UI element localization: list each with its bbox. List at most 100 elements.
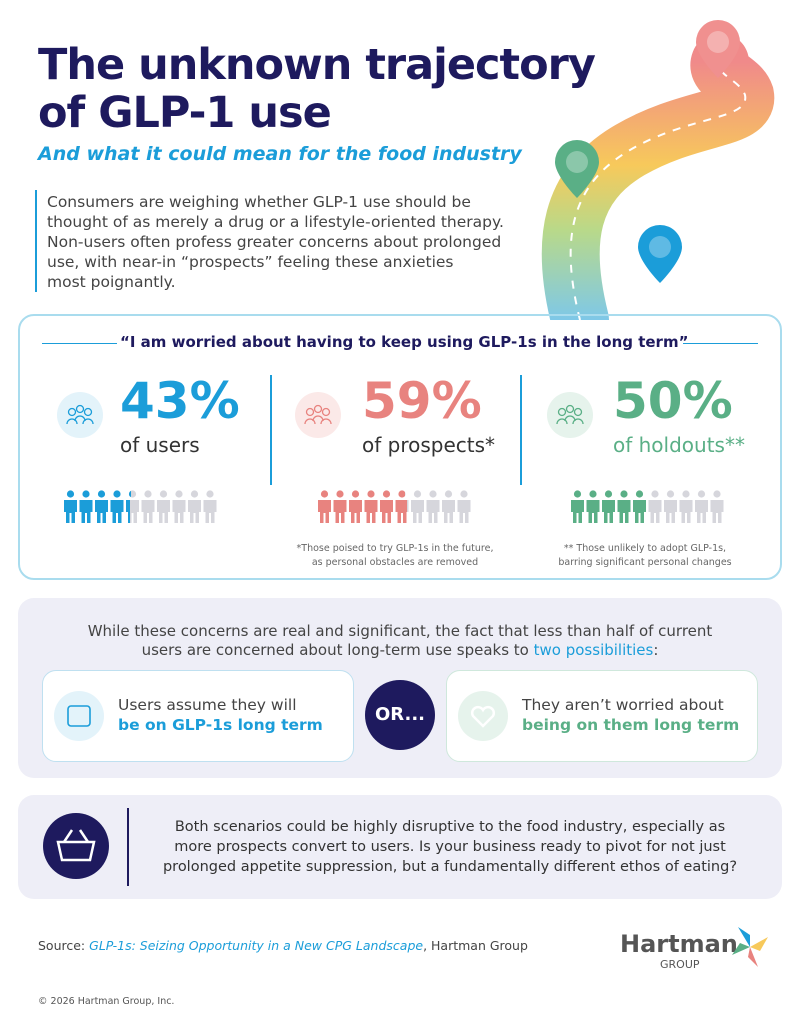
shape [426, 500, 440, 523]
person [157, 490, 170, 523]
person [395, 490, 409, 523]
shape [157, 500, 170, 523]
stat-label: of prospects* [362, 433, 496, 457]
shape [305, 407, 315, 417]
shape [444, 490, 453, 498]
group-icon [57, 392, 103, 438]
person [617, 490, 631, 523]
person [380, 490, 393, 523]
shape [460, 490, 468, 498]
shape [172, 500, 186, 523]
shape [367, 490, 375, 498]
person [710, 490, 724, 523]
shape [97, 490, 106, 498]
shape [664, 500, 677, 523]
shape [110, 500, 124, 523]
person [95, 490, 108, 523]
shape [336, 490, 344, 498]
source: Source: GLP-1s: Seizing Opportunity in a… [38, 938, 528, 953]
shape [206, 490, 214, 498]
shape [547, 392, 593, 438]
shape [602, 500, 615, 523]
logo-name: Hartman [620, 930, 738, 958]
possibilities-text: users are concerned about long-term use … [18, 641, 782, 659]
shape [75, 404, 85, 414]
person [333, 490, 347, 523]
footnote: ** Those unlikely to adopt GLP-1s, [563, 543, 727, 554]
shape [113, 490, 121, 498]
text: , Hartman Group [423, 938, 528, 953]
shape [710, 500, 724, 523]
logo-tagline: GROUP [660, 958, 700, 971]
stat-value: 59% [362, 372, 482, 430]
person [318, 490, 331, 523]
shape [318, 500, 331, 523]
shape [682, 490, 690, 498]
shape [565, 404, 575, 414]
intro-rule [35, 190, 37, 292]
shape [651, 490, 659, 498]
group-icon [547, 392, 593, 438]
shape [382, 490, 391, 498]
person [364, 490, 378, 523]
option-icon [458, 691, 508, 741]
person [648, 490, 662, 523]
person [442, 490, 455, 523]
text: : [653, 641, 659, 659]
conclusion-box [18, 795, 782, 899]
divider [520, 375, 522, 485]
road-graphic [541, 20, 775, 320]
conclusion-line: Both scenarios could be highly disruptiv… [174, 819, 726, 835]
shape [364, 500, 378, 523]
source-title: GLP-1s: Seizing Opportunity in a New CPG… [89, 938, 424, 953]
title: The unknown trajectory [38, 40, 596, 90]
shape [557, 407, 567, 417]
person [203, 490, 217, 523]
shape [313, 404, 323, 414]
subtitle: And what it could mean for the food indu… [38, 143, 522, 165]
option-highlight: be on GLP-1s long term [118, 716, 323, 734]
divider [127, 808, 129, 886]
shape [589, 490, 597, 498]
person [79, 490, 93, 523]
shape [573, 407, 583, 417]
person [172, 490, 186, 523]
logo-mark [732, 927, 768, 967]
highlight: two possibilities [533, 641, 654, 659]
quote: “I am worried about having to keep using… [120, 333, 689, 351]
shape [470, 705, 496, 728]
shape [304, 418, 316, 425]
person [426, 490, 440, 523]
shape [67, 407, 77, 417]
shape [586, 500, 600, 523]
shape [83, 407, 93, 417]
shape [351, 490, 360, 498]
shape [175, 490, 183, 498]
person [457, 490, 471, 523]
shape [556, 418, 568, 425]
shape [64, 500, 77, 523]
shape [82, 418, 94, 425]
shape [141, 500, 155, 523]
person [602, 490, 615, 523]
shape [411, 500, 424, 523]
shape [604, 490, 613, 498]
people-row [64, 490, 217, 523]
footnote: *Those poised to try GLP-1s in the futur… [296, 543, 494, 554]
divider [270, 375, 272, 485]
stat-label: of holdouts** [613, 433, 745, 457]
stats-box [18, 314, 782, 580]
people-row [318, 490, 471, 523]
shape [333, 500, 347, 523]
shape [457, 500, 471, 523]
shape [144, 490, 152, 498]
rule [42, 343, 117, 344]
stat-value: 50% [613, 372, 733, 430]
shape [126, 500, 139, 523]
shape [128, 490, 137, 498]
shape [635, 490, 644, 498]
option-highlight: being on them long term [522, 716, 740, 734]
basket-icon [43, 813, 109, 879]
person [411, 490, 424, 523]
people-row [571, 490, 724, 523]
